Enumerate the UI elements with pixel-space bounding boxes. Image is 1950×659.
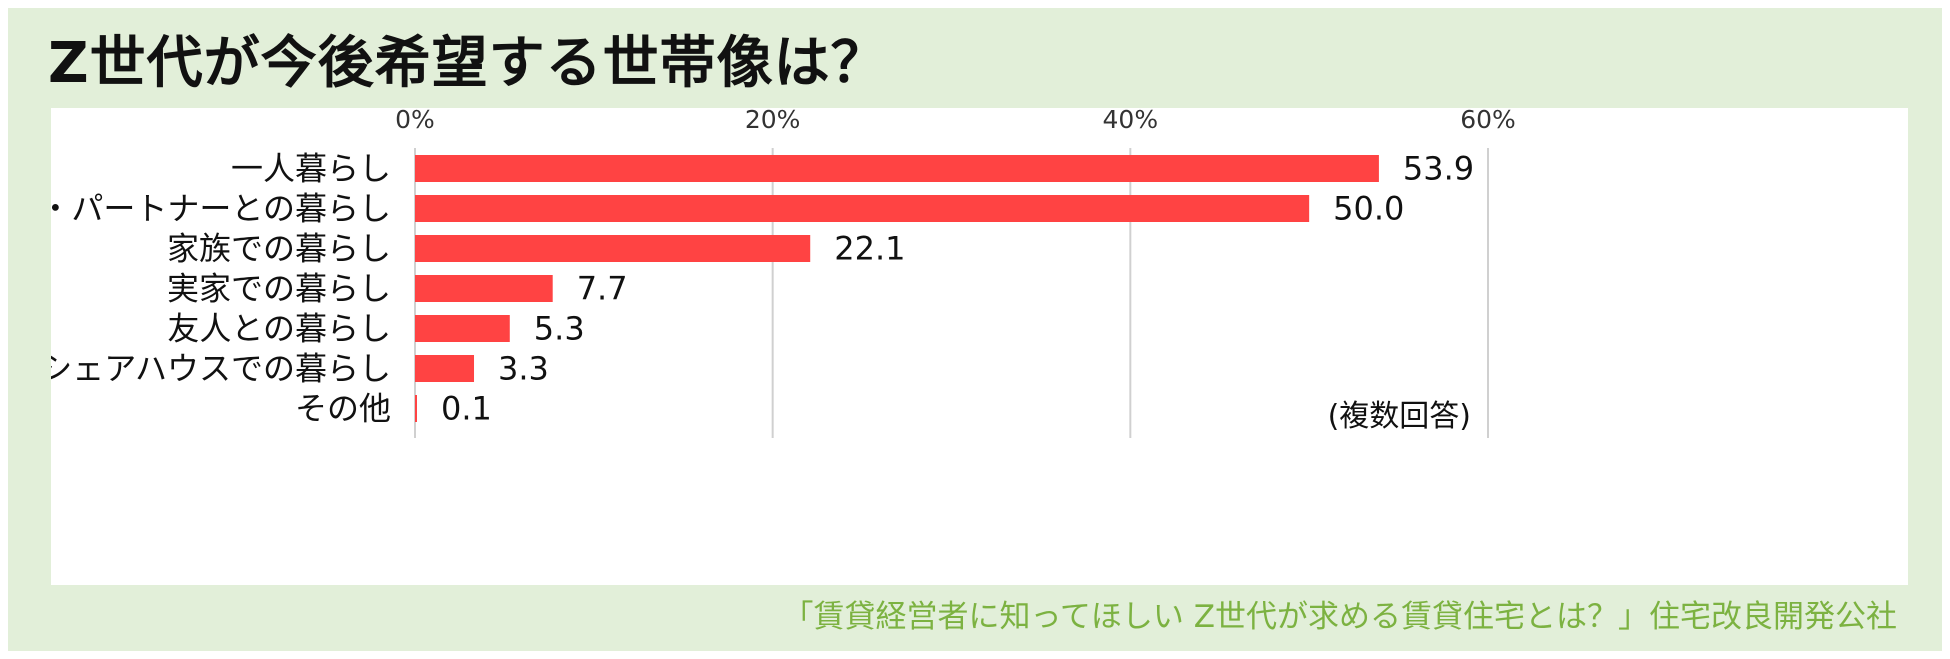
chart-frame: Z世代が今後希望する世帯像は？ 0% 20% 40% 60% 一人暮らし 53.9 恋人・パ… (0, 8, 1942, 651)
bar-6 (415, 395, 417, 422)
x-tick-label: 20% (745, 108, 801, 134)
bar-chart: 0% 20% 40% 60% 一人暮らし 53.9 恋人・パートナーとの暮らし 50.0 家族で… (0, 105, 1516, 438)
category-label: 一人暮らし (231, 150, 391, 188)
bar-3 (415, 275, 553, 302)
value-label: 53.9 (1403, 150, 1474, 188)
bar-4 (415, 315, 510, 342)
category-label: 友人との暮らし (167, 310, 391, 348)
value-label: 7.7 (577, 270, 628, 308)
source-citation: 「賃貸経営者に知ってほしい Z世代が求める賃貸住宅とは？」住宅改良開発公社 (782, 599, 1897, 635)
x-tick-label: 60% (1460, 108, 1516, 134)
bar-2 (415, 235, 811, 262)
bar-5 (415, 355, 475, 382)
chart-panel: 0% 20% 40% 60% 一人暮らし 53.9 恋人・パートナーとの暮らし 50.0 家族で… (0, 105, 1908, 585)
category-label: 実家での暮らし (167, 270, 391, 308)
bar-0 (415, 155, 1379, 182)
x-tick-label: 0% (395, 108, 435, 134)
multiple-answer-note: (複数回答) (1328, 399, 1471, 434)
chart-title: Z世代が今後希望する世帯像は？ (48, 31, 888, 96)
category-label: 家族での暮らし (167, 230, 391, 268)
value-label: 3.3 (498, 350, 549, 388)
category-label: その他 (295, 390, 391, 428)
value-label: 5.3 (534, 310, 585, 348)
value-label: 50.0 (1333, 190, 1404, 228)
value-label: 0.1 (441, 390, 492, 428)
value-label: 22.1 (834, 230, 905, 268)
category-label: 恋人・パートナーとの暮らし (51, 190, 391, 228)
x-tick-label: 40% (1103, 108, 1159, 134)
category-label: シェアハウスでの暮らし (51, 350, 391, 388)
bar-1 (415, 195, 1310, 222)
